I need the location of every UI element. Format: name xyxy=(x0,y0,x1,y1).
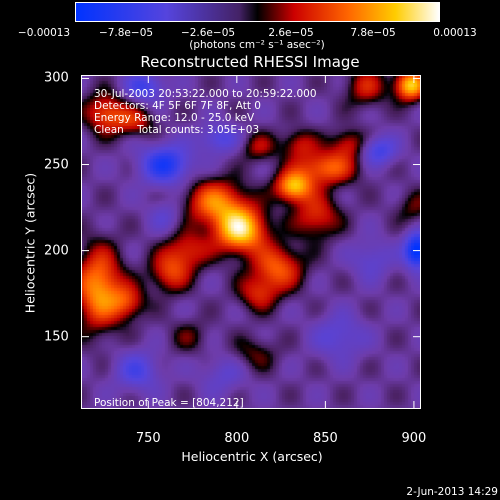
footer-date: 2-Jun-2013 14:29 xyxy=(406,486,498,498)
colorbar-tick-label: 7.8e−05 xyxy=(350,27,396,39)
y-tick-label: 250 xyxy=(44,157,69,173)
y-axis-label: Heliocentric Y (arcsec) xyxy=(22,172,38,314)
axis-ticks xyxy=(81,75,421,409)
heatmap-image xyxy=(81,75,421,409)
x-axis-label: Heliocentric X (arcsec) xyxy=(181,449,323,464)
x-tick-label: 900 xyxy=(401,431,427,446)
colorbar-gradient xyxy=(76,3,439,21)
colorbar-tick-label: 0.00013 xyxy=(433,27,477,39)
heatmap-canvas xyxy=(81,75,421,409)
clean-counts-text: Clean Total counts: 3.05E+03 xyxy=(94,124,260,136)
colorbar-tick-label: −7.8e−05 xyxy=(98,27,154,39)
y-tick-label: 300 xyxy=(44,70,69,86)
x-tick-label: 850 xyxy=(312,431,338,446)
colorbar xyxy=(75,2,440,22)
x-tick-label: 750 xyxy=(135,431,161,446)
colorbar-tick-label: 2.6e−05 xyxy=(268,27,314,39)
y-tick-label: 200 xyxy=(44,243,69,259)
peak-position-text: Position of Peak = [804,212] xyxy=(94,397,244,409)
colorbar-tick-label: −0.00013 xyxy=(17,27,71,39)
chart-title: Reconstructed RHESSI Image xyxy=(140,53,360,71)
colorbar-unit-label: (photons cm⁻² s⁻¹ asec⁻²) xyxy=(189,39,325,51)
time-range-text: 30-Jul-2003 20:53:22.000 to 20:59:22.000 xyxy=(94,88,317,100)
x-tick-label: 800 xyxy=(224,431,250,446)
y-tick-label: 150 xyxy=(44,329,69,345)
colorbar-tick-label: −2.6e−05 xyxy=(180,27,236,39)
energy-range-text: Energy Range: 12.0 - 25.0 keV xyxy=(94,112,255,124)
detectors-text: Detectors: 4F 5F 6F 7F 8F, Att 0 xyxy=(94,100,261,112)
